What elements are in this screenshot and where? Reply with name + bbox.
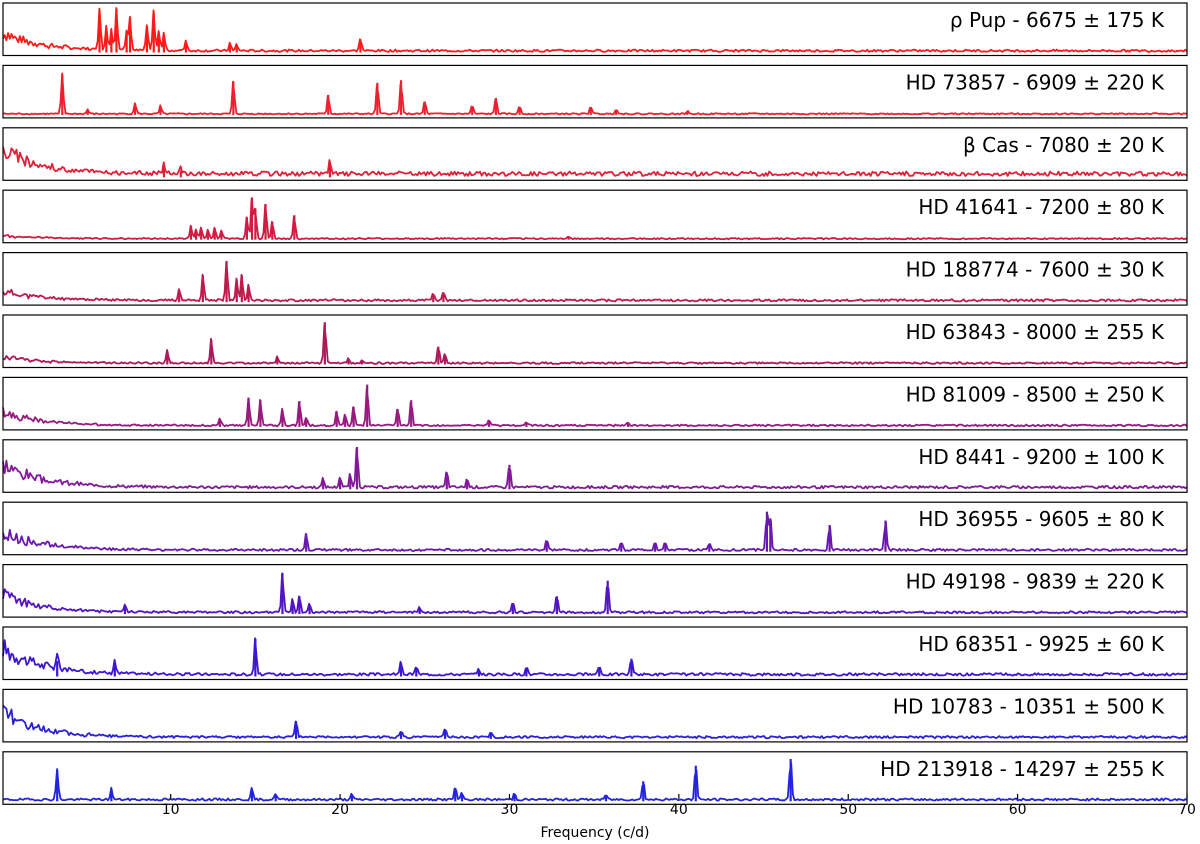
x-tick-label-50: 50 (839, 802, 857, 818)
x-tick-label-60: 60 (1009, 802, 1027, 818)
panel-2: HD 73857 - 6909 ± 220 K (2, 64, 1188, 119)
panel-4: HD 41641 - 7200 ± 80 K (2, 189, 1188, 244)
panel-label-7: HD 81009 - 8500 ± 250 K (906, 382, 1165, 406)
panel-label-bg-10 (901, 568, 1169, 595)
panel-label-1: ρ Pup - 6675 ± 175 K (950, 8, 1165, 32)
panel-label-bg-1 (945, 7, 1169, 33)
panel-frame-2 (2, 64, 1188, 119)
panel-frame-8 (2, 439, 1188, 493)
spectrum-line-13 (2, 762, 1188, 802)
panel-frame-3 (2, 127, 1188, 181)
spectrum-line-12 (2, 704, 1188, 740)
panel-1: ρ Pup - 6675 ± 175 K (2, 2, 1188, 57)
panel-frame-10 (2, 563, 1188, 618)
spectrum-line-6 (2, 323, 1188, 365)
panel-12: HD 10783 - 10351 ± 500 K (2, 688, 1188, 743)
panel-frame-4 (2, 189, 1188, 244)
panel-label-9: HD 36955 - 9605 ± 80 K (918, 507, 1165, 531)
spectrum-line-9 (2, 513, 1188, 552)
panel-5: HD 188774 - 7600 ± 30 K (2, 252, 1188, 306)
panel-label-bg-12 (888, 693, 1169, 720)
panel-label-bg-7 (901, 381, 1169, 408)
spectrum-line-3 (2, 146, 1188, 177)
x-tick-label-10: 10 (162, 802, 180, 818)
panel-frame-9 (2, 501, 1188, 556)
spectrum-line-2 (2, 72, 1188, 116)
panel-7: HD 81009 - 8500 ± 250 K (2, 376, 1188, 431)
x-tick-label-20: 20 (331, 802, 349, 818)
panel-8: HD 8441 - 9200 ± 100 K (2, 439, 1188, 493)
panel-label-bg-2 (901, 69, 1169, 96)
panel-label-bg-9 (914, 506, 1169, 533)
spectrum-line-1 (2, 7, 1188, 53)
panel-10: HD 49198 - 9839 ± 220 K (2, 563, 1188, 618)
panel-label-bg-4 (914, 194, 1169, 221)
panel-label-8: HD 8441 - 9200 ± 100 K (918, 445, 1165, 469)
panel-6: HD 63843 - 8000 ± 255 K (2, 314, 1188, 369)
panel-label-12: HD 10783 - 10351 ± 500 K (893, 694, 1165, 718)
panel-9: HD 36955 - 9605 ± 80 K (2, 501, 1188, 556)
panels-group: ρ Pup - 6675 ± 175 K HD 73857 - 6909 ± 22… (2, 2, 1188, 805)
panel-frame-1 (2, 2, 1188, 57)
panel-label-11: HD 68351 - 9925 ± 60 K (918, 632, 1165, 656)
panel-frame-13 (2, 751, 1188, 805)
panel-label-10: HD 49198 - 9839 ± 220 K (906, 570, 1165, 594)
panel-3: β Cas - 7080 ± 20 K (2, 127, 1188, 181)
panel-label-5: HD 188774 - 7600 ± 30 K (906, 258, 1165, 282)
panel-label-bg-13 (876, 755, 1169, 782)
x-tick-label-40: 40 (670, 802, 688, 818)
spectrum-line-7 (2, 387, 1188, 428)
x-axis: 10 20 30 40 50 60 70 (162, 794, 1196, 818)
panel-label-2: HD 73857 - 6909 ± 220 K (906, 70, 1165, 94)
panel-label-bg-11 (914, 631, 1169, 657)
panel-frame-5 (2, 252, 1188, 306)
x-tick-label-30: 30 (501, 802, 519, 818)
panel-frame-12 (2, 688, 1188, 743)
panel-frame-6 (2, 314, 1188, 369)
spectrum-line-5 (2, 260, 1188, 303)
panel-label-bg-5 (901, 256, 1169, 283)
panel-label-bg-8 (914, 443, 1169, 470)
panel-label-6: HD 63843 - 8000 ± 255 K (906, 320, 1165, 344)
x-axis-label: Frequency (c/d) (541, 825, 650, 841)
panel-label-13: HD 213918 - 14297 ± 255 K (880, 757, 1165, 781)
spectrum-line-11 (2, 637, 1188, 677)
panel-label-bg-6 (901, 319, 1169, 345)
panel-label-3: β Cas - 7080 ± 20 K (963, 133, 1165, 157)
spectrum-line-10 (2, 572, 1188, 615)
panel-11: HD 68351 - 9925 ± 60 K (2, 626, 1188, 681)
panel-frame-11 (2, 626, 1188, 681)
panel-label-4: HD 41641 - 7200 ± 80 K (918, 195, 1165, 219)
panel-label-bg-3 (959, 131, 1169, 158)
panel-13: HD 213918 - 14297 ± 255 K (2, 751, 1188, 805)
x-tick-label-70: 70 (1178, 802, 1196, 818)
panel-frame-7 (2, 376, 1188, 431)
spectrum-line-8 (2, 447, 1188, 490)
